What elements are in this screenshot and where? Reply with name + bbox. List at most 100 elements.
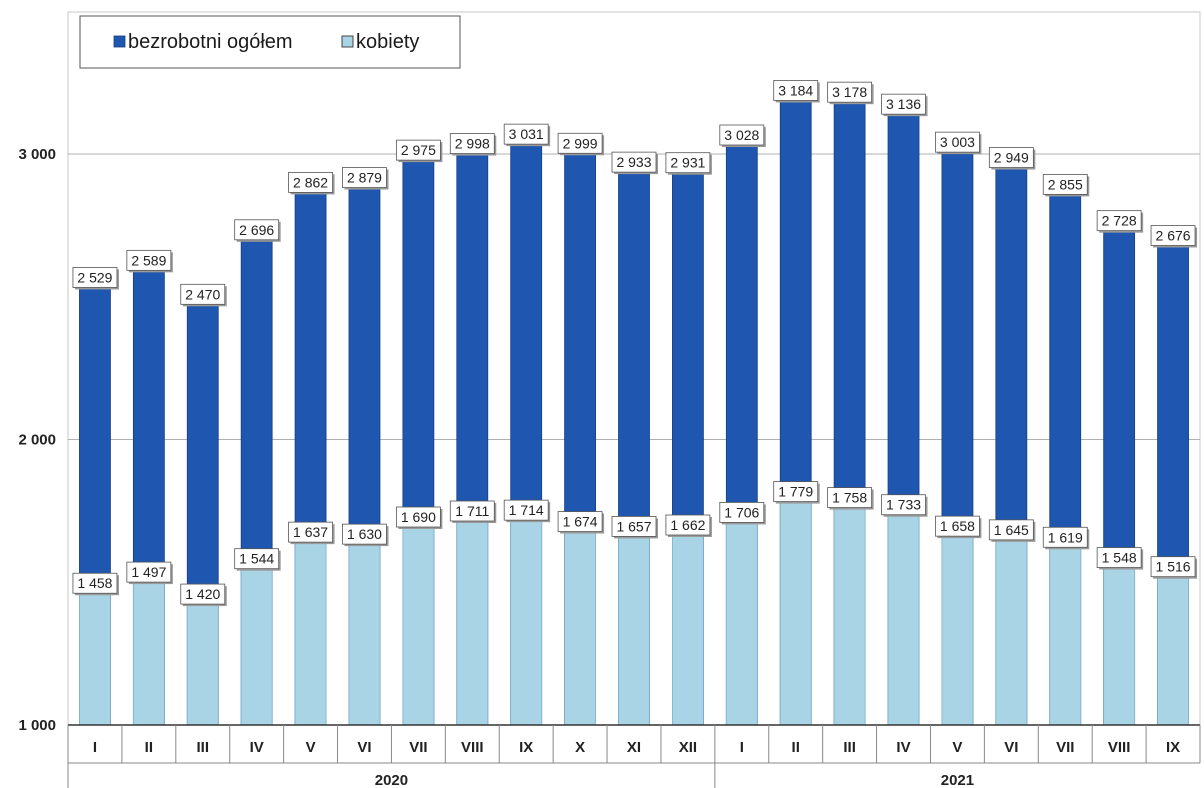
bar-women — [294, 542, 327, 726]
data-label-box — [611, 516, 657, 537]
data-label-total: 2 879 — [347, 170, 382, 186]
bar-women — [240, 569, 273, 726]
data-label-total: 2 933 — [616, 154, 651, 170]
bar-women — [1103, 568, 1136, 726]
data-label-box — [719, 502, 765, 523]
data-label-total: 3 031 — [509, 126, 544, 142]
bar-women — [1049, 547, 1082, 726]
year-label: 2020 — [375, 772, 408, 788]
data-label-box — [342, 167, 387, 188]
bar-women — [833, 508, 866, 726]
x-tick-label: IV — [896, 739, 910, 756]
bar-women — [941, 536, 974, 726]
data-label-women: 1 674 — [563, 514, 598, 530]
data-label-box — [180, 283, 226, 305]
data-label-box — [126, 249, 172, 271]
data-label-box — [719, 124, 765, 146]
data-label-box — [1150, 556, 1196, 578]
bar-women — [456, 521, 489, 726]
y-tick-label: 3 000 — [18, 146, 56, 163]
data-label-total: 2 589 — [131, 252, 166, 268]
data-label-box — [827, 487, 873, 508]
data-label-box — [1096, 547, 1142, 568]
x-tick-label: II — [145, 739, 153, 756]
data-label-box — [180, 583, 226, 605]
data-label-box — [288, 521, 333, 543]
data-label-box — [881, 93, 926, 115]
legend-label-women: kobiety — [356, 31, 419, 53]
data-label-box — [935, 131, 980, 153]
x-tick-label: III — [843, 739, 856, 756]
x-tick-label: IX — [519, 739, 533, 756]
data-label-box — [1042, 173, 1088, 195]
data-label-box — [72, 267, 118, 288]
data-label-box — [72, 572, 118, 594]
legend-box — [79, 15, 461, 69]
legend: bezrobotni ogółem kobiety — [79, 15, 461, 69]
data-label-box — [773, 80, 819, 101]
data-label-box — [395, 139, 441, 161]
x-tick-label: VII — [409, 739, 427, 756]
data-label-box — [234, 219, 280, 241]
legend-swatch-total — [113, 35, 126, 48]
data-label-total: 3 136 — [886, 96, 921, 112]
data-label-women: 1 662 — [670, 517, 705, 533]
data-label-box — [611, 151, 657, 173]
bar-women — [618, 537, 650, 726]
x-tick-label: XI — [627, 739, 641, 756]
bar-women — [348, 544, 381, 726]
x-tick-label: VIII — [461, 739, 484, 756]
data-label-total: 2 529 — [77, 269, 112, 285]
x-tick-label: IV — [250, 739, 264, 756]
data-label-box — [665, 514, 711, 536]
data-label-women: 1 714 — [509, 502, 544, 518]
x-tick-label: I — [740, 739, 744, 756]
data-labels: 2 529 1 458 2 589 1 497 2 470 1 420 2 696 1 544… — [72, 80, 1198, 607]
data-label-total: 2 728 — [1102, 213, 1137, 229]
data-label-box — [988, 147, 1034, 168]
data-label-total: 2 855 — [1048, 176, 1083, 192]
data-label-box — [503, 123, 549, 145]
x-tick-label: I — [93, 739, 97, 756]
data-label-total: 3 184 — [778, 82, 813, 98]
x-tick-label: VI — [1004, 739, 1018, 756]
bar-women — [402, 527, 435, 726]
data-label-total: 2 999 — [563, 135, 598, 151]
data-label-total: 2 949 — [994, 150, 1029, 166]
data-label-women: 1 706 — [724, 504, 759, 520]
y-tick-label: 1 000 — [18, 717, 56, 734]
data-label-total: 3 028 — [724, 127, 759, 143]
bar-women — [779, 502, 812, 726]
data-label-total: 2 696 — [239, 222, 274, 238]
data-label-total: 2 862 — [293, 174, 328, 190]
legend-swatch-women — [341, 35, 354, 48]
data-label-box — [342, 523, 387, 545]
data-label-box — [234, 548, 280, 570]
data-label-women: 1 630 — [347, 526, 382, 542]
data-label-women: 1 420 — [185, 586, 220, 602]
x-tick-label: VII — [1056, 739, 1074, 756]
data-label-women: 1 458 — [77, 575, 112, 591]
data-label-women: 1 657 — [616, 518, 651, 534]
x-tick-label: IX — [1166, 739, 1180, 756]
data-label-women: 1 733 — [886, 497, 921, 513]
data-label-box — [449, 500, 495, 522]
data-label-box — [557, 132, 603, 154]
data-label-women: 1 637 — [293, 524, 328, 540]
bar-women — [725, 523, 758, 726]
data-label-women: 1 548 — [1102, 550, 1137, 566]
data-label-box — [935, 515, 980, 537]
bar-women — [186, 604, 219, 726]
data-label-box — [988, 519, 1034, 541]
data-label-women: 1 658 — [940, 518, 975, 534]
data-label-box — [881, 494, 926, 516]
bars — [79, 101, 1189, 726]
legend-label-total: bezrobotni ogółem — [128, 31, 293, 53]
x-tick-label: V — [952, 739, 962, 756]
data-label-women: 1 711 — [455, 503, 489, 519]
data-label-box — [449, 133, 495, 154]
data-label-box — [503, 499, 549, 521]
data-label-box — [288, 171, 333, 193]
